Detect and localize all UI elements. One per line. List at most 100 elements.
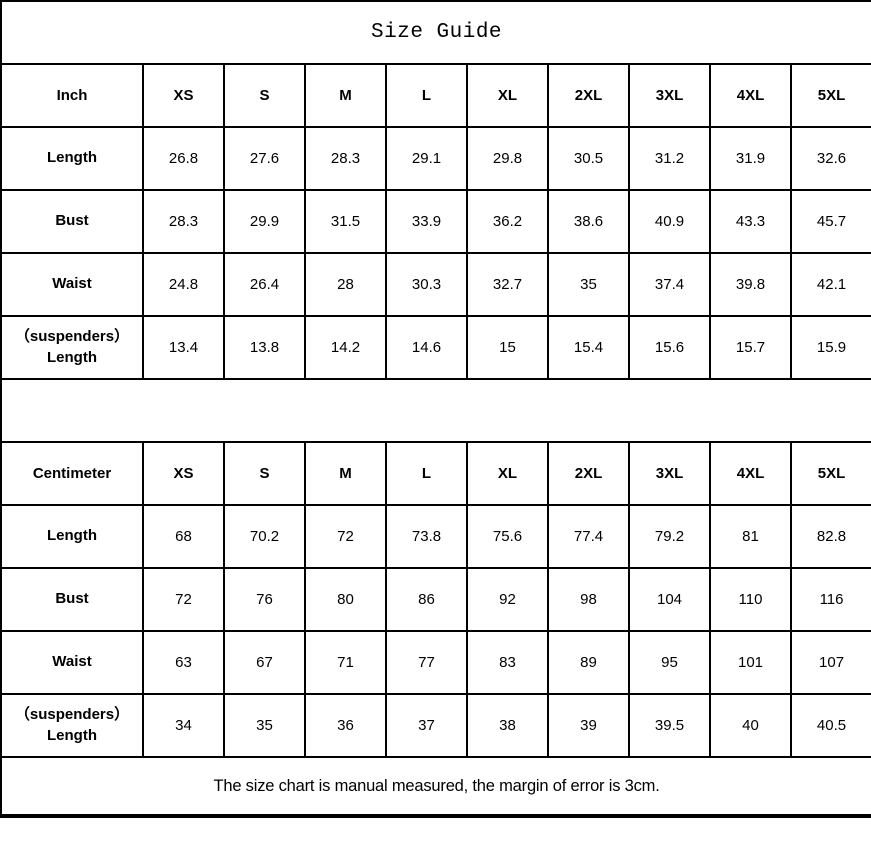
column-header-xl: XL bbox=[466, 441, 549, 506]
footer-note: The size chart is manual measured, the m… bbox=[0, 756, 871, 817]
size-value-cell: 35 bbox=[223, 693, 306, 758]
size-value-cell: 72 bbox=[142, 567, 225, 632]
size-value-cell: 36 bbox=[304, 693, 387, 758]
column-header-2xl: 2XL bbox=[547, 63, 630, 128]
column-header-2xl: 2XL bbox=[547, 441, 630, 506]
size-value-cell: 45.7 bbox=[789, 189, 871, 254]
size-value-cell: 116 bbox=[789, 567, 871, 632]
size-value-cell: 43.3 bbox=[709, 189, 792, 254]
column-header-xl: XL bbox=[466, 63, 549, 128]
size-value-cell: 82.8 bbox=[789, 504, 871, 569]
column-header-xs: XS bbox=[142, 441, 225, 506]
size-value-cell: 39.5 bbox=[628, 693, 711, 758]
size-value-cell: 76 bbox=[223, 567, 306, 632]
size-value-cell: 38 bbox=[466, 693, 549, 758]
size-value-cell: 95 bbox=[628, 630, 711, 695]
size-value-cell: 37 bbox=[385, 693, 468, 758]
column-header-s: S bbox=[223, 441, 306, 506]
column-header-l: L bbox=[385, 63, 468, 128]
row-label: Bust bbox=[0, 567, 144, 632]
size-value-cell: 32.7 bbox=[466, 252, 549, 317]
size-value-cell: 39.8 bbox=[709, 252, 792, 317]
size-value-cell: 110 bbox=[709, 567, 792, 632]
page-title: Size Guide bbox=[0, 0, 871, 65]
column-header-4xl: 4XL bbox=[709, 63, 792, 128]
column-header-5xl: 5XL bbox=[789, 63, 871, 128]
size-value-cell: 40.9 bbox=[628, 189, 711, 254]
cm-suspenders-length-row: （suspenders） Length 34 35 36 37 38 39 39… bbox=[0, 693, 871, 758]
size-value-cell: 13.8 bbox=[223, 315, 306, 380]
row-label: Waist bbox=[0, 252, 144, 317]
size-value-cell: 92 bbox=[466, 567, 549, 632]
inch-length-row: Length 26.8 27.6 28.3 29.1 29.8 30.5 31.… bbox=[0, 126, 871, 191]
size-value-cell: 14.6 bbox=[385, 315, 468, 380]
unit-header-inch: Inch bbox=[0, 63, 144, 128]
size-value-cell: 38.6 bbox=[547, 189, 630, 254]
size-value-cell: 81 bbox=[709, 504, 792, 569]
size-value-cell: 71 bbox=[304, 630, 387, 695]
size-value-cell: 79.2 bbox=[628, 504, 711, 569]
size-value-cell: 29.9 bbox=[223, 189, 306, 254]
size-value-cell: 37.4 bbox=[628, 252, 711, 317]
size-value-cell: 67 bbox=[223, 630, 306, 695]
size-value-cell: 14.2 bbox=[304, 315, 387, 380]
size-value-cell: 68 bbox=[142, 504, 225, 569]
table-row: Size Guide bbox=[0, 0, 871, 65]
spacer-cell bbox=[0, 378, 871, 443]
cm-waist-row: Waist 63 67 71 77 83 89 95 101 107 bbox=[0, 630, 871, 695]
row-label: Bust bbox=[0, 189, 144, 254]
size-value-cell: 31.5 bbox=[304, 189, 387, 254]
size-value-cell: 33.9 bbox=[385, 189, 468, 254]
spacer-row bbox=[0, 378, 871, 443]
column-header-4xl: 4XL bbox=[709, 441, 792, 506]
unit-header-centimeter: Centimeter bbox=[0, 441, 144, 506]
size-value-cell: 89 bbox=[547, 630, 630, 695]
size-value-cell: 15.7 bbox=[709, 315, 792, 380]
cm-length-row: Length 68 70.2 72 73.8 75.6 77.4 79.2 81… bbox=[0, 504, 871, 569]
inch-waist-row: Waist 24.8 26.4 28 30.3 32.7 35 37.4 39.… bbox=[0, 252, 871, 317]
size-value-cell: 77 bbox=[385, 630, 468, 695]
size-value-cell: 75.6 bbox=[466, 504, 549, 569]
size-value-cell: 30.5 bbox=[547, 126, 630, 191]
size-value-cell: 83 bbox=[466, 630, 549, 695]
column-header-5xl: 5XL bbox=[789, 441, 871, 506]
size-value-cell: 15.6 bbox=[628, 315, 711, 380]
size-value-cell: 39 bbox=[547, 693, 630, 758]
column-header-s: S bbox=[223, 63, 306, 128]
column-header-m: M bbox=[304, 63, 387, 128]
size-value-cell: 13.4 bbox=[142, 315, 225, 380]
size-value-cell: 15.4 bbox=[547, 315, 630, 380]
size-value-cell: 77.4 bbox=[547, 504, 630, 569]
size-value-cell: 63 bbox=[142, 630, 225, 695]
size-value-cell: 40 bbox=[709, 693, 792, 758]
column-header-m: M bbox=[304, 441, 387, 506]
size-value-cell: 40.5 bbox=[789, 693, 871, 758]
size-value-cell: 31.2 bbox=[628, 126, 711, 191]
size-value-cell: 28 bbox=[304, 252, 387, 317]
size-value-cell: 15 bbox=[466, 315, 549, 380]
size-value-cell: 24.8 bbox=[142, 252, 225, 317]
column-header-3xl: 3XL bbox=[628, 63, 711, 128]
inch-header-row: Inch XS S M L XL 2XL 3XL 4XL 5XL bbox=[0, 63, 871, 128]
cm-bust-row: Bust 72 76 80 86 92 98 104 110 116 bbox=[0, 567, 871, 632]
size-value-cell: 86 bbox=[385, 567, 468, 632]
size-value-cell: 28.3 bbox=[142, 189, 225, 254]
size-value-cell: 72 bbox=[304, 504, 387, 569]
size-value-cell: 29.8 bbox=[466, 126, 549, 191]
size-value-cell: 31.9 bbox=[709, 126, 792, 191]
size-value-cell: 15.9 bbox=[789, 315, 871, 380]
centimeter-header-row: Centimeter XS S M L XL 2XL 3XL 4XL 5XL bbox=[0, 441, 871, 506]
size-value-cell: 30.3 bbox=[385, 252, 468, 317]
size-value-cell: 98 bbox=[547, 567, 630, 632]
column-header-xs: XS bbox=[142, 63, 225, 128]
row-label: Length bbox=[0, 504, 144, 569]
size-value-cell: 26.4 bbox=[223, 252, 306, 317]
size-value-cell: 42.1 bbox=[789, 252, 871, 317]
column-header-l: L bbox=[385, 441, 468, 506]
size-value-cell: 34 bbox=[142, 693, 225, 758]
size-value-cell: 104 bbox=[628, 567, 711, 632]
size-value-cell: 27.6 bbox=[223, 126, 306, 191]
size-value-cell: 26.8 bbox=[142, 126, 225, 191]
footer-note-row: The size chart is manual measured, the m… bbox=[0, 756, 871, 817]
